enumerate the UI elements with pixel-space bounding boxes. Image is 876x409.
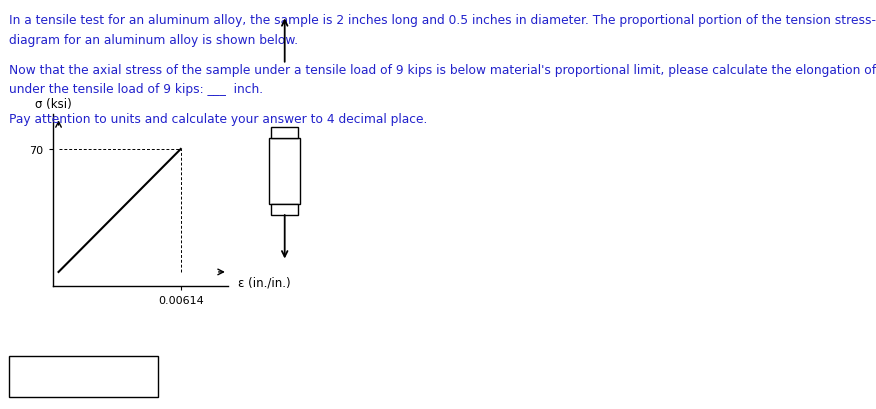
Text: σ (ksi): σ (ksi) bbox=[35, 98, 71, 111]
Text: In a tensile test for an aluminum alloy, the sample is 2 inches long and 0.5 inc: In a tensile test for an aluminum alloy,… bbox=[9, 14, 876, 27]
Text: under the tensile load of 9 kips: ___  inch.: under the tensile load of 9 kips: ___ in… bbox=[9, 83, 263, 96]
Text: diagram for an aluminum alloy is shown below.: diagram for an aluminum alloy is shown b… bbox=[9, 34, 298, 47]
Text: Pay attention to units and calculate your answer to 4 decimal place.: Pay attention to units and calculate you… bbox=[9, 112, 427, 126]
Text: Now that the axial stress of the sample under a tensile load of 9 kips is below : Now that the axial stress of the sample … bbox=[9, 63, 876, 76]
Text: ε (in./in.): ε (in./in.) bbox=[237, 276, 290, 289]
